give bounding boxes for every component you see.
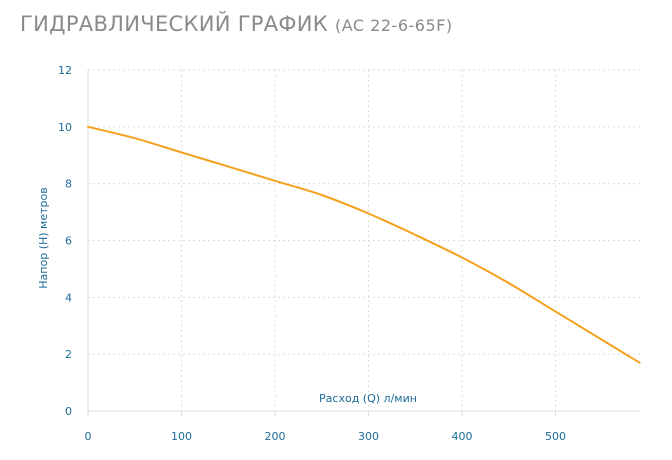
grid-lines (87, 69, 640, 416)
y-tick-6: 6 (65, 235, 72, 248)
y-tick-12: 12 (58, 64, 72, 77)
y-tick-10: 10 (58, 121, 72, 134)
chart-title: ГИДРАВЛИЧЕСКИЙ ГРАФИК (AC 22-6-65F) (20, 12, 453, 36)
series-group (87, 125, 641, 364)
y-axis-label: Напор (H) метров (37, 187, 50, 288)
x-axis-label: Расход (Q) л/мин (319, 392, 417, 405)
y-tick-8: 8 (65, 178, 72, 191)
chart-title-main: ГИДРАВЛИЧЕСКИЙ ГРАФИК (20, 12, 329, 36)
y-tick-labels: 0 2 4 6 8 10 12 (58, 64, 72, 418)
x-tick-400: 400 (452, 430, 473, 443)
x-tick-labels: 0 100 200 300 400 500 (85, 430, 567, 443)
x-tick-500: 500 (545, 430, 566, 443)
y-tick-2: 2 (65, 348, 72, 361)
y-tick-4: 4 (65, 291, 72, 304)
x-tick-0: 0 (85, 430, 92, 443)
x-tick-100: 100 (171, 430, 192, 443)
chart-title-model: (AC 22-6-65F) (335, 16, 453, 35)
series-line-0 (87, 125, 641, 364)
x-tick-300: 300 (358, 430, 379, 443)
x-tick-200: 200 (265, 430, 286, 443)
y-tick-0: 0 (65, 405, 72, 418)
